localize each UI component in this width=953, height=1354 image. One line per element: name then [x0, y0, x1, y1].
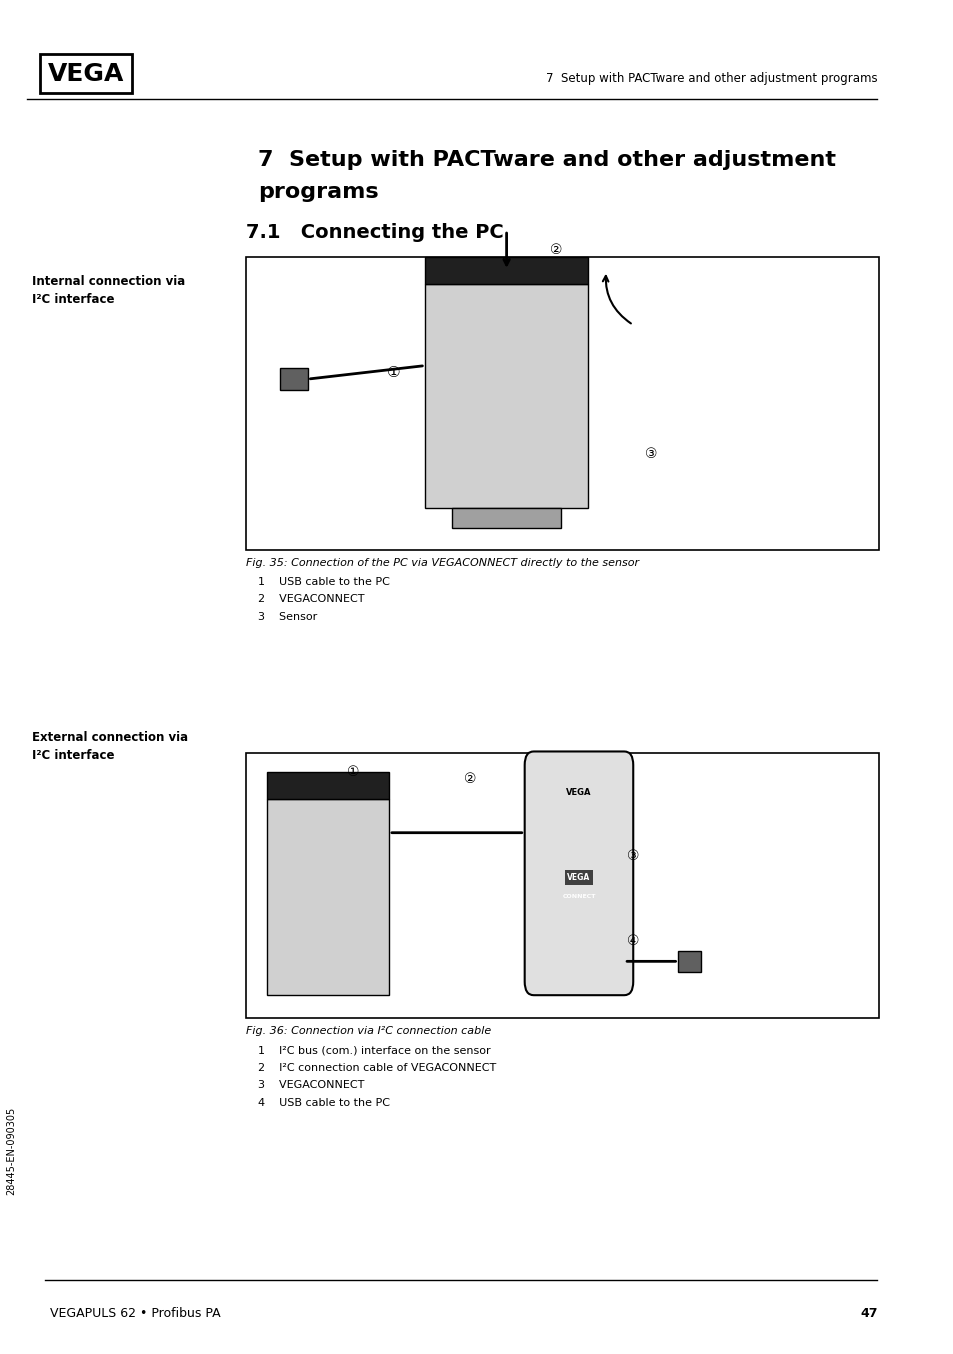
Text: CONNECT: CONNECT: [561, 894, 595, 899]
Text: 2    I²C connection cable of VEGACONNECT: 2 I²C connection cable of VEGACONNECT: [257, 1063, 496, 1072]
Text: Internal connection via: Internal connection via: [31, 275, 185, 288]
Text: Fig. 36: Connection via I²C connection cable: Fig. 36: Connection via I²C connection c…: [246, 1026, 491, 1036]
Text: VEGA: VEGA: [567, 873, 590, 881]
Text: 7.1   Connecting the PC: 7.1 Connecting the PC: [246, 223, 503, 242]
Text: 1    I²C bus (com.) interface on the sensor: 1 I²C bus (com.) interface on the sensor: [257, 1045, 490, 1055]
Text: ②: ②: [550, 244, 562, 257]
Text: I²C interface: I²C interface: [31, 292, 114, 306]
Text: 7  Setup with PACTware and other adjustment: 7 Setup with PACTware and other adjustme…: [257, 150, 835, 169]
Polygon shape: [452, 508, 560, 528]
Text: 4    USB cable to the PC: 4 USB cable to the PC: [257, 1098, 390, 1108]
Text: VEGAPULS 62 • Profibus PA: VEGAPULS 62 • Profibus PA: [50, 1307, 220, 1320]
Text: ③: ③: [644, 447, 657, 460]
Polygon shape: [267, 799, 389, 995]
Polygon shape: [425, 284, 587, 508]
Text: ①: ①: [346, 765, 358, 779]
Text: 2    VEGACONNECT: 2 VEGACONNECT: [257, 594, 364, 604]
Polygon shape: [425, 257, 587, 284]
Text: VEGA: VEGA: [566, 788, 591, 796]
FancyBboxPatch shape: [524, 751, 633, 995]
FancyBboxPatch shape: [246, 753, 879, 1018]
Text: ③: ③: [626, 849, 639, 862]
Text: VEGA: VEGA: [48, 62, 124, 85]
Text: 47: 47: [859, 1307, 877, 1320]
Text: ②: ②: [464, 772, 476, 785]
Text: External connection via: External connection via: [31, 731, 188, 745]
Bar: [280, 368, 307, 390]
Text: ①: ①: [386, 364, 400, 380]
Text: ④: ④: [626, 934, 639, 948]
FancyBboxPatch shape: [246, 257, 879, 550]
Text: 3    VEGACONNECT: 3 VEGACONNECT: [257, 1080, 364, 1090]
Text: 28445-EN-090305: 28445-EN-090305: [6, 1106, 16, 1196]
Text: 7  Setup with PACTware and other adjustment programs: 7 Setup with PACTware and other adjustme…: [545, 72, 877, 85]
Text: programs: programs: [257, 183, 378, 202]
Bar: [678, 951, 700, 972]
Text: Fig. 35: Connection of the PC via VEGACONNECT directly to the sensor: Fig. 35: Connection of the PC via VEGACO…: [246, 558, 639, 567]
Text: I²C interface: I²C interface: [31, 749, 114, 762]
Text: 3    Sensor: 3 Sensor: [257, 612, 316, 621]
Text: 1    USB cable to the PC: 1 USB cable to the PC: [257, 577, 389, 586]
Polygon shape: [267, 772, 389, 799]
